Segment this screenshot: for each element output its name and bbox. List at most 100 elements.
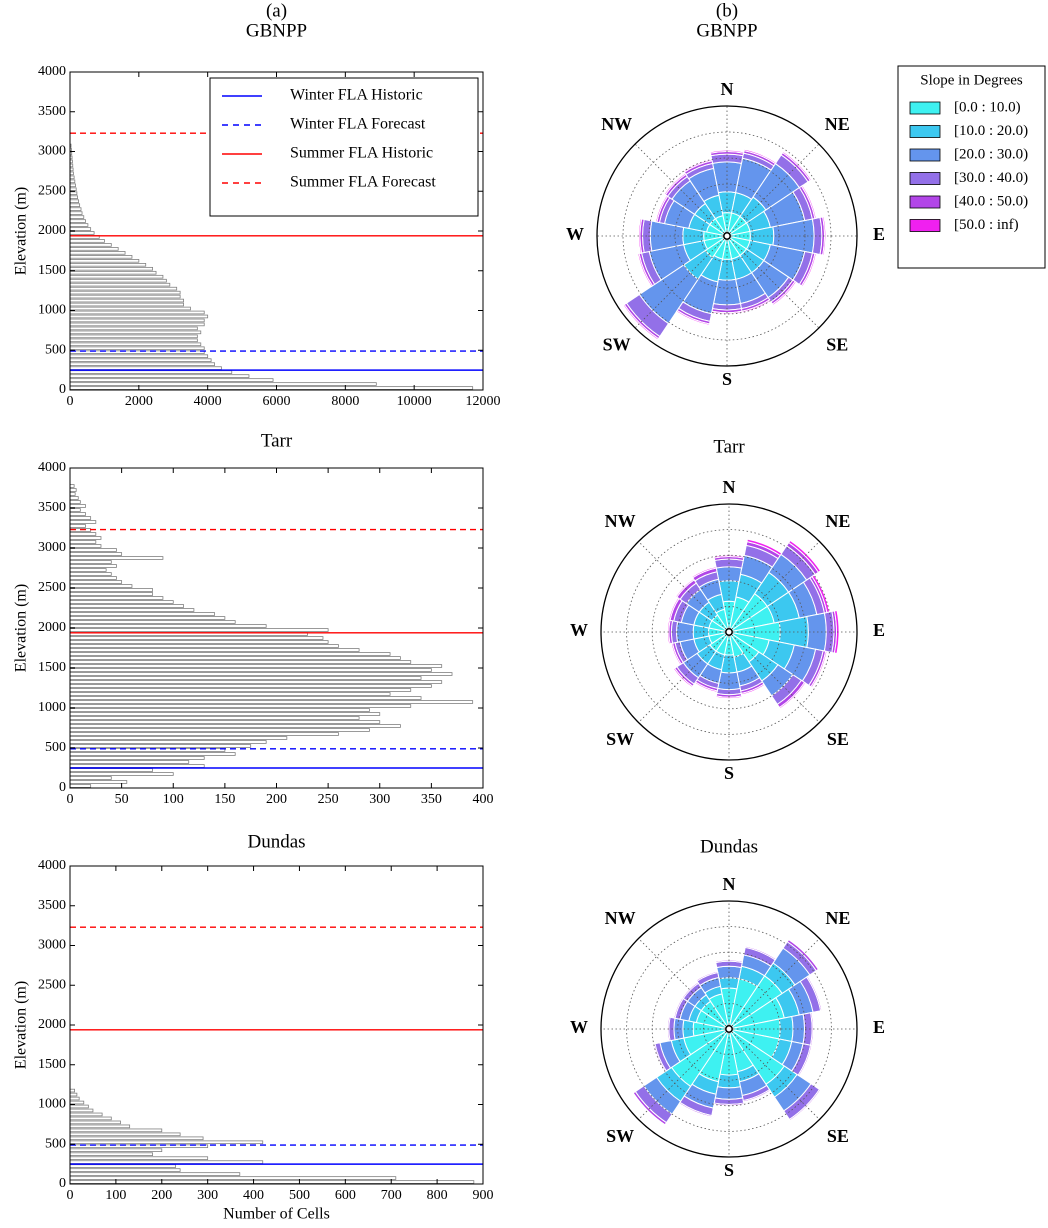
histogram-bar <box>69 322 205 327</box>
y-tick-label: 3500 <box>38 104 66 119</box>
histogram-bar <box>69 768 153 772</box>
direction-label: E <box>873 620 885 640</box>
rose-wedge <box>673 1017 685 1041</box>
histogram-bar <box>69 624 267 628</box>
histogram-bar <box>69 484 75 488</box>
histogram-bar <box>69 592 153 596</box>
chart-title: GBNPP <box>696 20 757 41</box>
panel-label: (b) <box>716 0 738 21</box>
histogram-bar <box>69 544 102 548</box>
y-tick-label: 2500 <box>38 977 66 992</box>
x-tick-label: 400 <box>243 1188 264 1203</box>
histogram-bar <box>69 1180 475 1184</box>
direction-label: E <box>873 224 885 244</box>
radial-grid <box>703 1003 756 1056</box>
y-tick-label: 2500 <box>38 580 66 595</box>
x-tick-label: 10000 <box>397 394 432 409</box>
legend-title: Slope in Degrees <box>920 72 1023 88</box>
histogram-bar <box>69 496 79 500</box>
plot-frame <box>69 467 484 789</box>
y-tick-label: 3000 <box>38 144 66 159</box>
histogram-bar <box>69 171 74 176</box>
x-tick-label: 900 <box>473 1188 494 1203</box>
angular-grid <box>728 1028 820 1120</box>
histogram-bar <box>69 227 92 231</box>
direction-label: W <box>570 1017 588 1037</box>
y-tick-label: 2000 <box>38 620 66 635</box>
legend-label: [20.0 : 30.0) <box>954 146 1028 162</box>
histogram-bar <box>69 195 78 199</box>
histogram-bar <box>69 374 250 378</box>
histogram-bar <box>69 724 401 728</box>
histogram-bar <box>69 772 174 776</box>
polar-center <box>723 232 731 240</box>
y-tick-label: 3000 <box>38 938 66 953</box>
histogram-bar <box>69 556 164 560</box>
angular-grid <box>726 143 820 237</box>
direction-label: SW <box>603 334 631 354</box>
histogram-bar <box>69 294 181 299</box>
x-tick-label: 150 <box>214 792 235 807</box>
polar-center <box>725 1025 733 1033</box>
histogram-bar <box>69 1164 176 1168</box>
direction-label: N <box>721 79 734 99</box>
rose-wedge <box>694 681 718 693</box>
histogram-bar <box>69 247 119 251</box>
legend-label: Summer FLA Forecast <box>290 174 436 191</box>
histogram-bar <box>69 278 167 283</box>
y-axis-label: Elevation (m) <box>13 981 30 1069</box>
histogram-bar <box>69 255 133 259</box>
chart-title: GBNPP <box>246 20 307 41</box>
y-tick-label: 4000 <box>38 460 66 475</box>
angular-grid <box>634 235 728 329</box>
direction-label: SW <box>606 729 634 749</box>
chart-title: Dundas <box>700 836 758 857</box>
histogram-bar <box>69 628 329 632</box>
histogram-bar <box>69 318 205 323</box>
angular-grid <box>726 235 820 329</box>
histogram-bar <box>69 676 422 680</box>
histogram-bar <box>69 560 112 564</box>
rose-wedge <box>638 218 643 254</box>
x-tick-label: 200 <box>266 792 287 807</box>
y-tick-label: 3000 <box>38 540 66 555</box>
histogram-bar <box>69 358 212 362</box>
histogram-bar <box>69 346 205 351</box>
rose-wedge <box>788 539 822 573</box>
histogram-bar <box>69 704 412 708</box>
rose-wedge <box>778 681 807 710</box>
y-tick-label: 2500 <box>38 183 66 198</box>
rose-wedge <box>655 194 669 223</box>
rose-wedge <box>811 574 831 614</box>
y-axis-label: Elevation (m) <box>13 187 30 275</box>
histogram-bar <box>69 354 209 359</box>
rose-wedge <box>675 309 711 326</box>
x-tick-label: 6000 <box>263 394 291 409</box>
x-tick-label: 350 <box>421 792 442 807</box>
rose-wedge <box>743 148 777 165</box>
histogram-bar <box>69 548 117 552</box>
radial-grid <box>648 157 806 315</box>
y-tick-label: 1500 <box>38 1057 66 1072</box>
histogram-bar <box>69 616 226 620</box>
rose-wedge <box>800 184 817 220</box>
rose-wedge <box>740 683 766 696</box>
histogram-bar <box>69 532 97 536</box>
histogram-bar <box>69 175 75 180</box>
panel-label: (a) <box>266 0 287 21</box>
histogram-bar <box>69 1176 397 1180</box>
rose-wedge <box>822 216 827 256</box>
y-tick-label: 3500 <box>38 898 66 913</box>
rose-wedge <box>668 597 680 621</box>
histogram-bar <box>69 512 86 516</box>
radial-grid <box>626 926 832 1132</box>
histogram-bar <box>69 488 77 492</box>
histogram-bar <box>69 187 77 192</box>
direction-label: SE <box>827 729 849 749</box>
histogram-bar <box>69 536 102 540</box>
histogram-bar <box>69 223 89 227</box>
x-tick-label: 300 <box>369 792 390 807</box>
histogram-bar <box>69 552 123 556</box>
legend-swatch <box>909 148 941 162</box>
histogram-bar <box>69 580 123 584</box>
